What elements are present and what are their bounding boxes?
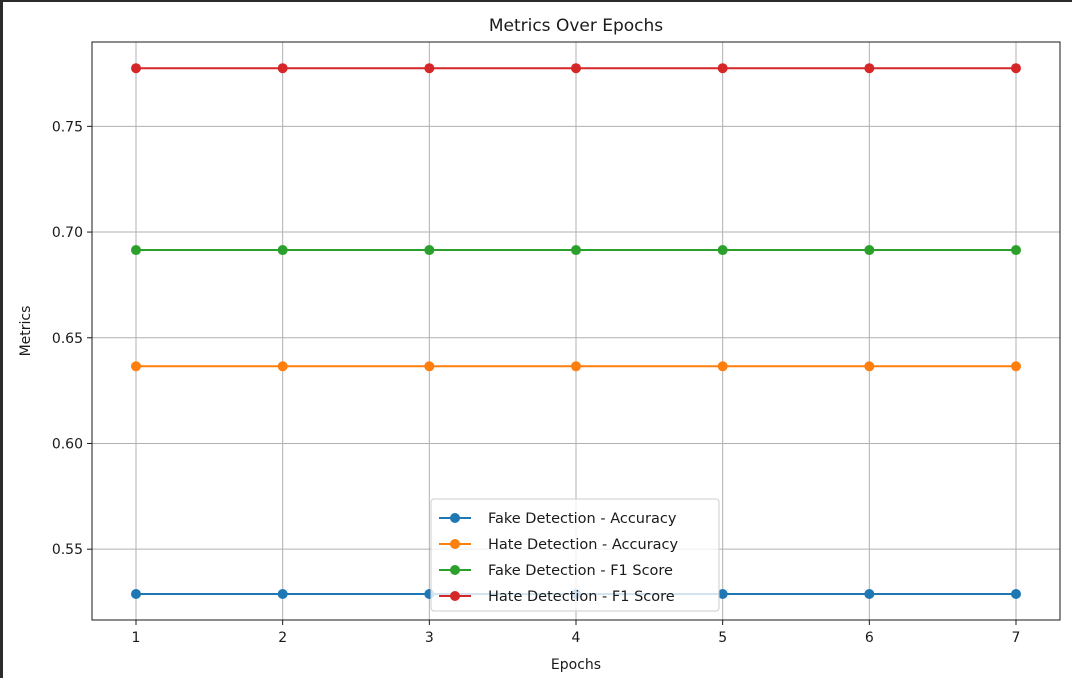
x-tick-label: 6 — [865, 630, 874, 646]
data-point — [277, 361, 288, 372]
legend-label: Hate Detection - F1 Score — [488, 589, 675, 605]
legend-item: Fake Detection - Accuracy — [439, 511, 677, 527]
series-4 — [131, 63, 1021, 74]
data-point — [717, 361, 728, 372]
legend-label: Fake Detection - Accuracy — [488, 511, 677, 527]
data-point — [571, 63, 581, 74]
data-point — [571, 361, 581, 372]
data-point — [571, 245, 581, 256]
x-tick-label: 3 — [425, 630, 434, 646]
data-point — [1011, 63, 1021, 74]
line-chart: 1 2 3 4 5 6 7 0.55 0.60 0.65 0.70 0.75 Metrics Over… — [18, 16, 1061, 673]
data-point — [277, 63, 288, 74]
ticks: 1 2 3 4 5 6 7 0.55 0.60 0.65 0.70 0.75 — [52, 119, 1021, 646]
data-point — [1011, 588, 1021, 599]
data-point — [864, 361, 875, 372]
legend-marker — [450, 591, 460, 601]
y-tick-label: 0.55 — [52, 542, 83, 558]
data-point — [131, 63, 141, 74]
data-point — [1011, 245, 1021, 256]
y-tick-label: 0.65 — [52, 331, 83, 347]
data-point — [1011, 361, 1021, 372]
legend-marker — [450, 513, 460, 523]
legend-item: Hate Detection - Accuracy — [439, 537, 679, 553]
data-point — [131, 588, 141, 599]
legend-label: Hate Detection - Accuracy — [488, 537, 679, 553]
x-tick-label: 4 — [572, 630, 581, 646]
x-tick-label: 5 — [718, 630, 727, 646]
data-point — [864, 245, 875, 256]
series-3 — [131, 245, 1021, 256]
y-axis-label: Metrics — [18, 306, 34, 357]
data-point — [131, 245, 141, 256]
data-point — [277, 245, 288, 256]
x-tick-label: 2 — [278, 630, 287, 646]
y-tick-label: 0.60 — [52, 436, 83, 452]
grid — [92, 42, 1060, 620]
data-point — [864, 63, 875, 74]
legend-item: Hate Detection - F1 Score — [439, 589, 675, 605]
data-point — [717, 63, 728, 74]
legend-marker — [450, 539, 460, 549]
legend-item: Fake Detection - F1 Score — [439, 563, 673, 579]
data-point — [424, 63, 435, 74]
x-axis-label: Epochs — [551, 657, 601, 673]
series-2 — [131, 361, 1021, 372]
data-point — [424, 245, 435, 256]
chart-title: Metrics Over Epochs — [489, 16, 663, 36]
legend-label: Fake Detection - F1 Score — [488, 563, 673, 579]
data-point — [717, 588, 728, 599]
figure: 1 2 3 4 5 6 7 0.55 0.60 0.65 0.70 0.75 Metrics Over… — [3, 2, 1072, 678]
data-point — [424, 361, 435, 372]
legend: Fake Detection - Accuracy Hate Detection … — [430, 498, 720, 612]
data-point — [277, 588, 288, 599]
data-point — [717, 245, 728, 256]
x-tick-label: 1 — [132, 630, 141, 646]
legend-box — [430, 498, 720, 612]
data-point — [131, 361, 141, 372]
y-tick-label: 0.75 — [52, 119, 83, 135]
data-point — [864, 588, 875, 599]
x-tick-label: 7 — [1012, 630, 1021, 646]
y-tick-label: 0.70 — [52, 225, 83, 241]
legend-marker — [450, 565, 460, 575]
